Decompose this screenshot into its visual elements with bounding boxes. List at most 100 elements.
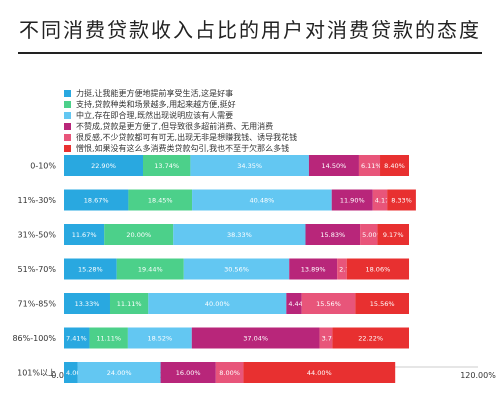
bar-segment (128, 189, 193, 211)
legend-swatch (64, 123, 71, 130)
bar-segment (191, 327, 320, 349)
bar-segment (387, 189, 416, 211)
legend-item: 支持,贷款种类和场景越多,用起来越方便,挺好 (64, 99, 464, 110)
bar-segment (127, 327, 192, 349)
legend-swatch (64, 134, 71, 141)
bar-segment (346, 258, 410, 280)
title-underline (18, 52, 482, 54)
data-label: 5.00% (362, 231, 383, 239)
data-label: 13.74% (154, 162, 179, 170)
category-label: 11%-30% (18, 196, 57, 205)
bar-segment (143, 155, 191, 176)
legend-label: 支持,贷款种类和场景越多,用起来越方便,挺好 (76, 100, 236, 109)
bar-segment (308, 155, 359, 176)
data-label: 8.00% (219, 369, 240, 377)
data-label: 11.11% (96, 335, 121, 343)
legend-label: 不赞成,贷款是更方便了,但导致很多超前消费、无用消费 (76, 122, 274, 131)
bar-segment (104, 224, 174, 245)
bar-segment (64, 293, 110, 314)
legend-label: 很反感,不少贷款都可有可无,出现无非是想赚我钱、诱导我花钱 (76, 133, 298, 142)
data-label: 19.44% (138, 266, 163, 274)
title-bar: 不同消费贷款收入占比的用户对消费贷款的态度 (0, 0, 500, 58)
bar-segment (332, 327, 409, 349)
legend-item: 憎恨,如果没有这么多消费类贷款勾引,我也不至于欠那么多钱 (64, 143, 464, 154)
data-label: 15.56% (370, 300, 395, 308)
data-label: 16.00% (176, 369, 201, 377)
bar-segment (89, 327, 128, 349)
data-label: 18.52% (147, 335, 172, 343)
data-label: 40.48% (249, 197, 274, 205)
data-label: 40.00% (205, 300, 230, 308)
bar-segment (173, 224, 306, 245)
bar-segment (64, 189, 129, 211)
legend-swatch (64, 145, 71, 152)
data-label: 15.28% (78, 266, 103, 274)
bar-segment (355, 293, 409, 314)
legend-item: 不赞成,贷款是更方便了,但导致很多超前消费、无用消费 (64, 121, 464, 132)
bar-segment (319, 327, 333, 349)
data-label: 18.67% (84, 197, 109, 205)
data-label: 9.17% (383, 231, 404, 239)
category-label: 31%-50% (18, 231, 57, 240)
legend-label: 憎恨,如果没有这么多消费类贷款勾引,我也不至于欠那么多钱 (76, 144, 290, 153)
bar-segment (358, 155, 381, 176)
category-label: 0-10% (30, 162, 56, 171)
data-label: 13.89% (301, 266, 326, 274)
legend-label: 力挺,让我能更方便地提前享受生活,这是好事 (76, 89, 234, 98)
data-label: 18.06% (365, 266, 390, 274)
data-label: 30.56% (224, 266, 249, 274)
bar-segment (64, 258, 117, 280)
bar-segment (372, 189, 388, 211)
bar-segment (301, 293, 356, 314)
bar-segment (380, 155, 409, 176)
data-label: 34.35% (237, 162, 262, 170)
data-label: 6.11% (361, 162, 382, 170)
bar-segment (64, 327, 90, 349)
category-label: 71%-85% (18, 300, 57, 309)
data-label: 22.22% (358, 335, 383, 343)
bar-segment (331, 189, 373, 211)
bar-segment (64, 224, 105, 245)
data-label: 11.67% (72, 231, 97, 239)
bar-segment (148, 293, 287, 314)
data-label: 44.00% (307, 369, 332, 377)
data-label: 4.00% (66, 369, 87, 377)
bar-segment (116, 258, 184, 280)
data-label: 14.50% (322, 162, 347, 170)
bar-segment (77, 362, 161, 383)
category-label: 51%-70% (18, 265, 57, 274)
data-label: 13.33% (75, 300, 100, 308)
bar-segment (192, 189, 332, 211)
bar-segment (64, 155, 144, 176)
data-label: 24.00% (107, 369, 132, 377)
data-label: 11.11% (117, 300, 142, 308)
bar-segment (64, 362, 78, 383)
data-label: 8.33% (391, 197, 412, 205)
legend-swatch (64, 101, 71, 108)
legend-swatch (64, 90, 71, 97)
data-label: 20.00% (126, 231, 151, 239)
legend: 力挺,让我能更方便地提前享受生活,这是好事 支持,贷款种类和场景越多,用起来越方便… (64, 88, 464, 154)
bar-segment (183, 258, 290, 280)
category-label: 101%以上 (17, 369, 56, 378)
chart-title: 不同消费贷款收入占比的用户对消费贷款的态度 (19, 18, 481, 42)
bar-segment (377, 224, 409, 245)
bar-segment (360, 224, 378, 245)
legend-item: 很反感,不少贷款都可有可无,出现无非是想赚我钱、诱导我花钱 (64, 132, 464, 143)
bar-segment (160, 362, 216, 383)
data-label: 7.41% (66, 335, 87, 343)
data-label: 18.45% (148, 197, 173, 205)
bar-segment (243, 362, 396, 383)
bar-segment (215, 362, 244, 383)
x-tick-label: 120.00% (460, 371, 496, 380)
data-label: 38.33% (227, 231, 252, 239)
legend-item: 中立,存在即合理,既然出现说明应该有人需要 (64, 110, 464, 121)
bar-segment (337, 258, 347, 280)
bar-segment (305, 224, 361, 245)
bar-segment (109, 293, 149, 314)
data-label: 15.56% (316, 300, 341, 308)
data-label: 37.04% (243, 335, 268, 343)
bar-segment (286, 293, 302, 314)
data-label: 22.90% (91, 162, 116, 170)
